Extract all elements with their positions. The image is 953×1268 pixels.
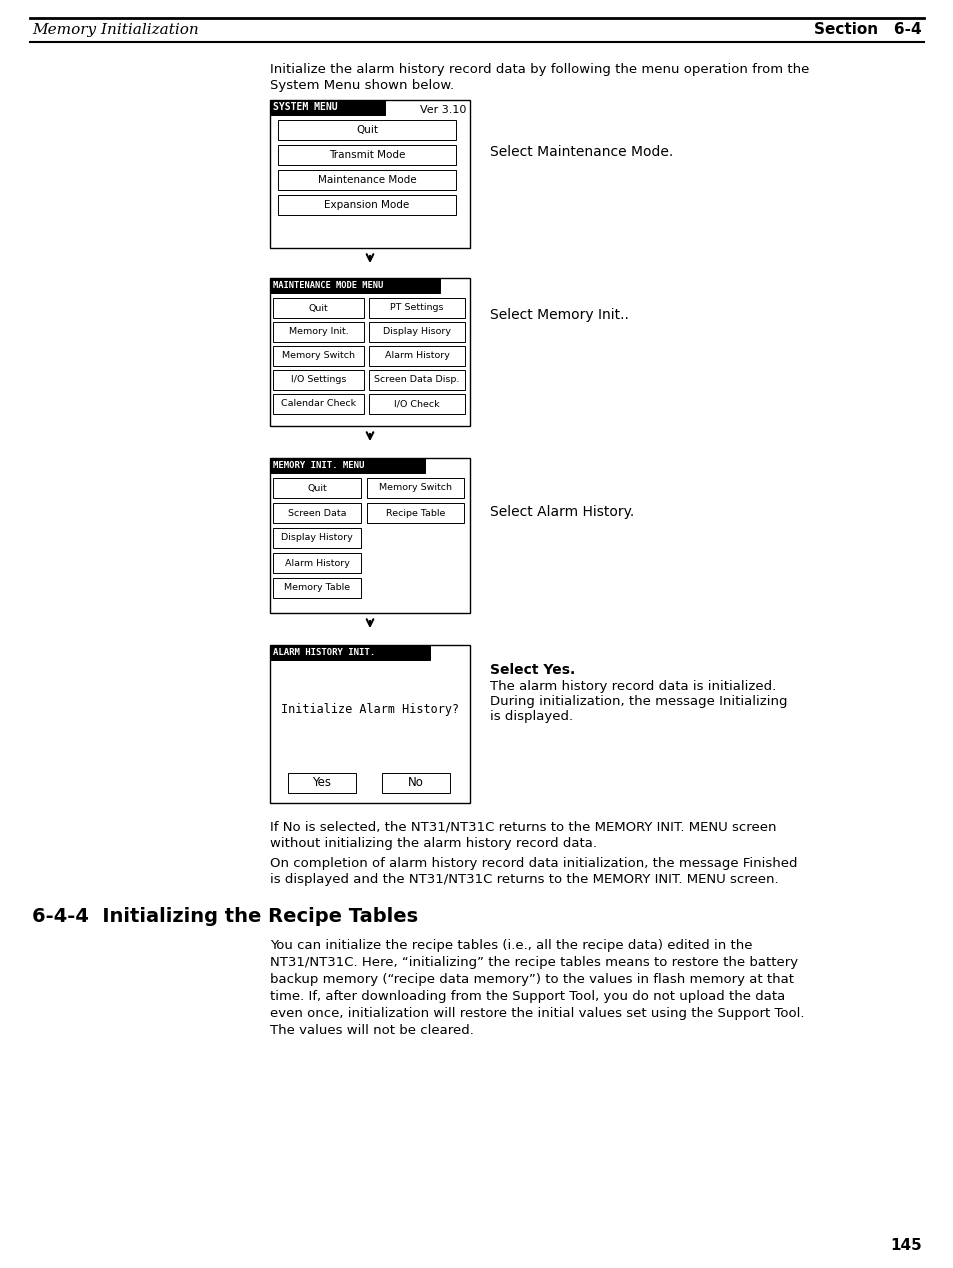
Bar: [273, 503, 360, 522]
Text: I/O Settings: I/O Settings: [291, 375, 346, 384]
Text: ALARM HISTORY INIT.: ALARM HISTORY INIT.: [273, 648, 375, 657]
Bar: [273, 478, 360, 498]
Bar: [270, 278, 470, 426]
Text: Memory Switch: Memory Switch: [282, 351, 355, 360]
Text: Display Hisory: Display Hisory: [382, 327, 451, 336]
Bar: [277, 170, 456, 190]
Text: Initialize the alarm history record data by following the menu operation from th: Initialize the alarm history record data…: [270, 63, 808, 76]
Bar: [369, 370, 464, 391]
Bar: [273, 527, 360, 548]
Bar: [273, 553, 360, 573]
Bar: [273, 370, 364, 391]
Text: 6-4-4  Initializing the Recipe Tables: 6-4-4 Initializing the Recipe Tables: [32, 907, 417, 926]
Text: On completion of alarm history record data initialization, the message Finished: On completion of alarm history record da…: [270, 857, 797, 870]
Text: backup memory (“recipe data memory”) to the values in flash memory at that: backup memory (“recipe data memory”) to …: [270, 973, 793, 987]
Bar: [273, 298, 364, 318]
Text: PT Settings: PT Settings: [390, 303, 443, 312]
Text: Section   6-4: Section 6-4: [814, 23, 921, 38]
Bar: [270, 645, 470, 803]
Bar: [273, 578, 360, 598]
Text: Transmit Mode: Transmit Mode: [329, 150, 405, 160]
Bar: [369, 346, 464, 366]
Bar: [277, 195, 456, 216]
Text: Select Alarm History.: Select Alarm History.: [490, 505, 634, 520]
Bar: [277, 120, 456, 139]
Text: During initialization, the message Initializing: During initialization, the message Initi…: [490, 695, 786, 708]
Bar: [273, 394, 364, 413]
Text: SYSTEM MENU: SYSTEM MENU: [273, 103, 337, 113]
Bar: [270, 458, 470, 612]
Bar: [367, 503, 463, 522]
Text: Select Yes.: Select Yes.: [490, 663, 575, 677]
Text: Yes: Yes: [313, 776, 331, 790]
Text: Memory Initialization: Memory Initialization: [32, 23, 198, 37]
Bar: [270, 100, 470, 249]
Text: The alarm history record data is initialized.: The alarm history record data is initial…: [490, 680, 776, 694]
Text: Alarm History: Alarm History: [384, 351, 449, 360]
Text: time. If, after downloading from the Support Tool, you do not upload the data: time. If, after downloading from the Sup…: [270, 990, 784, 1003]
Text: If No is selected, the NT31/NT31C returns to the MEMORY INIT. MENU screen: If No is selected, the NT31/NT31C return…: [270, 820, 776, 834]
Bar: [270, 278, 439, 293]
Text: Maintenance Mode: Maintenance Mode: [317, 175, 416, 185]
Text: Recipe Table: Recipe Table: [385, 508, 445, 517]
Text: Expansion Mode: Expansion Mode: [324, 200, 409, 210]
Text: No: No: [408, 776, 423, 790]
Text: MEMORY INIT. MENU: MEMORY INIT. MENU: [273, 462, 364, 470]
Bar: [369, 322, 464, 342]
Bar: [367, 478, 463, 498]
Text: MAINTENANCE MODE MENU: MAINTENANCE MODE MENU: [273, 281, 383, 290]
Text: Screen Data: Screen Data: [288, 508, 346, 517]
Text: 145: 145: [889, 1238, 921, 1253]
Text: Memory Init.: Memory Init.: [289, 327, 348, 336]
Text: is displayed and the NT31/NT31C returns to the MEMORY INIT. MENU screen.: is displayed and the NT31/NT31C returns …: [270, 872, 778, 886]
Text: System Menu shown below.: System Menu shown below.: [270, 79, 454, 93]
Text: Quit: Quit: [355, 126, 377, 134]
Bar: [270, 100, 385, 115]
Text: Memory Switch: Memory Switch: [378, 483, 452, 492]
Text: NT31/NT31C. Here, “initializing” the recipe tables means to restore the battery: NT31/NT31C. Here, “initializing” the rec…: [270, 956, 798, 969]
Text: Alarm History: Alarm History: [284, 558, 349, 568]
Bar: [273, 346, 364, 366]
Text: Quit: Quit: [309, 303, 328, 312]
Bar: [369, 298, 464, 318]
Bar: [369, 394, 464, 413]
Bar: [270, 645, 430, 661]
Bar: [288, 773, 355, 792]
Bar: [273, 322, 364, 342]
Text: The values will not be cleared.: The values will not be cleared.: [270, 1025, 474, 1037]
Text: Memory Table: Memory Table: [284, 583, 350, 592]
Text: without initializing the alarm history record data.: without initializing the alarm history r…: [270, 837, 597, 850]
Bar: [270, 458, 424, 473]
Text: Ver 3.10: Ver 3.10: [419, 105, 465, 115]
Bar: [277, 145, 456, 165]
Text: Display History: Display History: [281, 534, 353, 543]
Text: Screen Data Disp.: Screen Data Disp.: [374, 375, 459, 384]
Text: Initialize Alarm History?: Initialize Alarm History?: [280, 704, 458, 716]
Bar: [381, 773, 450, 792]
Text: is displayed.: is displayed.: [490, 710, 573, 723]
Text: Select Maintenance Mode.: Select Maintenance Mode.: [490, 145, 673, 158]
Text: Quit: Quit: [307, 483, 327, 492]
Text: Calendar Check: Calendar Check: [280, 399, 355, 408]
Text: Select Memory Init..: Select Memory Init..: [490, 308, 628, 322]
Text: I/O Check: I/O Check: [394, 399, 439, 408]
Text: You can initialize the recipe tables (i.e., all the recipe data) edited in the: You can initialize the recipe tables (i.…: [270, 940, 752, 952]
Text: even once, initialization will restore the initial values set using the Support : even once, initialization will restore t…: [270, 1007, 803, 1019]
